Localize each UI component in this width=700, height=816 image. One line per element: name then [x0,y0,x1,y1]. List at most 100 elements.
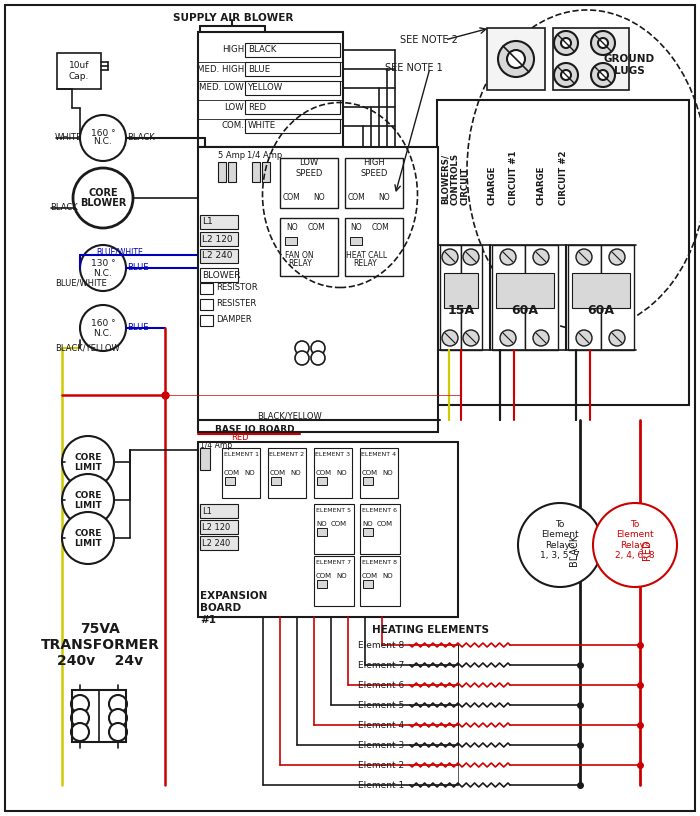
Circle shape [609,249,625,265]
Text: 15A: 15A [447,304,475,317]
Circle shape [591,63,615,87]
Bar [525,245,558,350]
Text: ELEMENT 5: ELEMENT 5 [316,508,351,512]
Bar [317,580,327,588]
Bar [345,158,403,208]
Bar [461,245,482,350]
Text: HIGH
SPEED: HIGH SPEED [360,158,388,178]
Bar [492,245,525,350]
Text: 60A: 60A [512,304,538,317]
Bar [200,283,213,294]
Text: RED: RED [231,432,248,441]
Bar [200,520,238,534]
Text: ELEMENT 6: ELEMENT 6 [363,508,398,512]
Text: CORE: CORE [88,188,118,198]
Bar [200,504,238,518]
Circle shape [463,249,479,265]
Text: COM: COM [377,521,393,527]
Circle shape [507,50,525,68]
Bar [268,448,306,498]
Text: EXPANSION
BOARD
#1: EXPANSION BOARD #1 [200,592,267,624]
Text: WHITE: WHITE [248,122,276,131]
Bar [487,28,545,90]
Circle shape [311,351,325,365]
Text: To
Element
Relays
2, 4, 6, 8: To Element Relays 2, 4, 6, 8 [615,520,654,560]
Text: NO: NO [336,573,346,579]
Text: HIGH: HIGH [222,46,244,55]
Bar [314,448,352,498]
Text: NO: NO [286,223,297,232]
Text: Element 8: Element 8 [358,641,405,650]
Text: L1: L1 [202,507,212,516]
Text: 5 Amp: 5 Amp [218,150,246,159]
Circle shape [554,31,578,55]
Text: Element 3: Element 3 [358,740,405,750]
Text: BLACK: BLACK [569,534,579,566]
Circle shape [561,38,571,48]
Text: CIRCUIT #1: CIRCUIT #1 [510,150,519,205]
Text: LOW
SPEED: LOW SPEED [295,158,323,178]
Text: ELEMENT 8: ELEMENT 8 [363,560,398,565]
Bar [200,249,238,263]
Bar [228,162,236,182]
Text: CORE: CORE [74,490,102,499]
Text: COM: COM [224,470,240,476]
Text: BLACK: BLACK [127,134,155,143]
Circle shape [498,41,534,77]
Text: ELEMENT 4: ELEMENT 4 [361,451,397,456]
Bar [200,268,238,282]
Text: COM: COM [362,573,378,579]
Text: LOW: LOW [224,103,244,112]
Text: BLOWERS/
CONTROLS: BLOWERS/ CONTROLS [441,153,459,205]
Text: BLUE: BLUE [127,264,148,273]
Circle shape [442,330,458,346]
Text: RED: RED [642,539,652,561]
Bar [262,162,270,182]
Text: MED. HIGH: MED. HIGH [197,64,244,73]
Text: WHITE: WHITE [55,134,83,143]
Text: ELEMENT 7: ELEMENT 7 [316,560,351,565]
Text: COM: COM [316,470,332,476]
Circle shape [533,330,549,346]
Text: LIMIT: LIMIT [74,463,102,472]
Text: SEE NOTE 1: SEE NOTE 1 [385,63,442,73]
Text: NO: NO [382,470,393,476]
Bar [496,273,554,308]
Bar [285,237,297,245]
Bar [363,528,373,536]
Text: COM: COM [348,193,365,202]
Text: 1/4 Amp: 1/4 Amp [247,150,283,159]
Bar [437,100,689,405]
Text: L2 120: L2 120 [202,522,230,531]
Text: NO: NO [244,470,255,476]
Text: YELLOW: YELLOW [248,83,284,92]
Text: NO: NO [382,573,393,579]
Circle shape [62,512,114,564]
Text: Element 6: Element 6 [358,681,405,690]
Text: NO: NO [362,521,372,527]
Bar [245,119,340,133]
Bar [200,536,238,550]
Text: COM: COM [372,223,390,232]
Circle shape [500,330,516,346]
Circle shape [500,249,516,265]
Circle shape [576,330,592,346]
Bar [57,53,101,89]
Bar [200,315,213,326]
Text: L2 120: L2 120 [202,234,232,243]
Text: NO: NO [316,521,327,527]
Circle shape [71,695,89,713]
Text: NO: NO [290,470,300,476]
Circle shape [593,503,677,587]
Text: FAN ON: FAN ON [285,251,314,259]
Circle shape [609,330,625,346]
Circle shape [73,168,133,228]
Bar [200,448,210,470]
Text: NO: NO [378,193,390,202]
Text: BLACK/YELLOW: BLACK/YELLOW [55,344,120,353]
Text: CHARGE: CHARGE [487,166,496,205]
Text: COM.: COM. [221,122,244,131]
Text: To
Element
Relays
1, 3, 5, 7: To Element Relays 1, 3, 5, 7 [540,520,580,560]
Text: CORE: CORE [74,453,102,462]
Circle shape [295,351,309,365]
